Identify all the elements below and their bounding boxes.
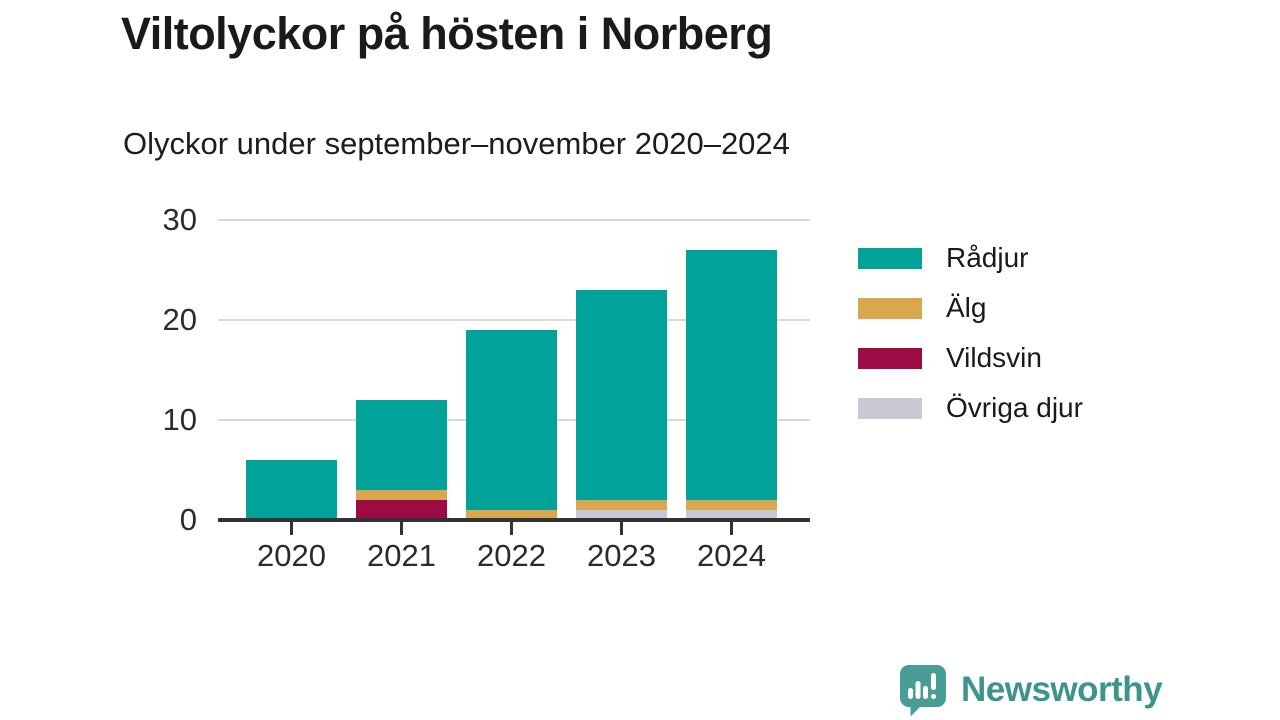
gridline-20 bbox=[218, 319, 810, 321]
bar-segment-2023-Älg bbox=[576, 500, 667, 510]
y-tick-label-30: 30 bbox=[162, 202, 197, 237]
x-tick-label-2021: 2021 bbox=[367, 538, 436, 573]
legend-label-Älg: Älg bbox=[946, 292, 987, 323]
bar-segment-2024-Övriga djur bbox=[686, 510, 777, 520]
legend-swatch-Vildsvin bbox=[858, 347, 922, 369]
bar-2020 bbox=[246, 460, 337, 520]
bar-segment-2024-Älg bbox=[686, 500, 777, 510]
bar-segment-2020-Rådjur bbox=[246, 460, 337, 520]
x-tick-2020 bbox=[290, 522, 293, 535]
brand-name: Newsworthy bbox=[961, 670, 1163, 709]
bar-2021 bbox=[356, 400, 447, 520]
x-tick-2024 bbox=[730, 522, 733, 535]
legend-item-Älg: Älg bbox=[858, 292, 1083, 324]
x-tick-label-2020: 2020 bbox=[257, 538, 326, 573]
legend-swatch-Övriga djur bbox=[858, 397, 922, 419]
x-tick-label-2024: 2024 bbox=[697, 538, 766, 573]
x-tick-2022 bbox=[510, 522, 513, 535]
legend-swatch-Rådjur bbox=[858, 247, 922, 269]
bar-segment-2022-Älg bbox=[466, 510, 557, 520]
x-tick-label-2023: 2023 bbox=[587, 538, 656, 573]
legend-label-Vildsvin: Vildsvin bbox=[946, 342, 1042, 373]
bar-segment-2023-Övriga djur bbox=[576, 510, 667, 520]
page-subtitle: Olyckor under september–november 2020–20… bbox=[123, 126, 790, 161]
bar-segment-2023-Rådjur bbox=[576, 290, 667, 500]
legend: Rådjur Älg Vildsvin Övriga djur bbox=[858, 242, 1083, 424]
bar-segment-2021-Vildsvin bbox=[356, 500, 447, 520]
brand-footer: Newsworthy bbox=[896, 662, 1163, 718]
x-tick-2021 bbox=[400, 522, 403, 535]
legend-item-Övriga djur: Övriga djur bbox=[858, 392, 1083, 424]
legend-label-Rådjur: Rådjur bbox=[946, 242, 1029, 273]
plot-area bbox=[218, 219, 810, 520]
bar-2023 bbox=[576, 290, 667, 520]
y-tick-label-10: 10 bbox=[162, 402, 197, 437]
page-title: Viltolyckor på hösten i Norberg bbox=[121, 8, 773, 59]
bar-2024 bbox=[686, 250, 777, 520]
x-tick-label-2022: 2022 bbox=[477, 538, 546, 573]
bar-segment-2022-Rådjur bbox=[466, 330, 557, 510]
legend-item-Vildsvin: Vildsvin bbox=[858, 342, 1083, 374]
gridline-30 bbox=[218, 219, 810, 221]
bar-segment-2024-Rådjur bbox=[686, 250, 777, 500]
x-axis-line bbox=[218, 518, 810, 522]
y-tick-label-0: 0 bbox=[179, 502, 197, 537]
bar-segment-2021-Älg bbox=[356, 490, 447, 500]
legend-swatch-Älg bbox=[858, 297, 922, 319]
bar-2022 bbox=[466, 330, 557, 520]
legend-label-Övriga djur: Övriga djur bbox=[946, 392, 1083, 423]
legend-item-Rådjur: Rådjur bbox=[858, 242, 1083, 274]
x-tick-2023 bbox=[620, 522, 623, 535]
y-tick-label-20: 20 bbox=[162, 302, 197, 337]
bar-segment-2021-Rådjur bbox=[356, 400, 447, 490]
newsworthy-logo-icon bbox=[896, 663, 949, 717]
